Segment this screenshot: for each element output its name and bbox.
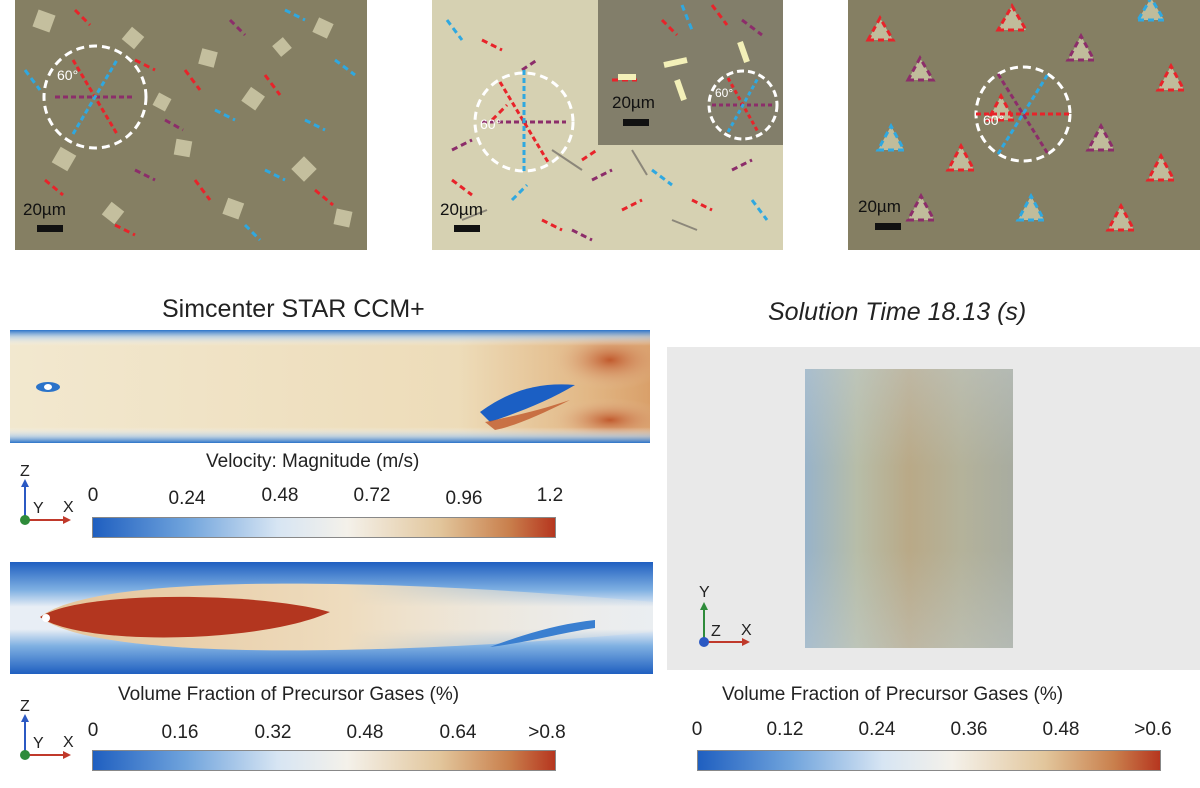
angle-label: 60° (57, 67, 79, 83)
axis-triad-velocity (15, 465, 75, 527)
velocity-colorbar (92, 517, 556, 538)
axis-label-z: Z (20, 463, 30, 480)
fraction-right-tick-3: 0.36 (950, 719, 988, 740)
fraction-right-tick-4: 0.48 (1042, 719, 1080, 740)
axis-triad-fraction-icon (20, 714, 71, 760)
substrate-fraction-overlay (805, 369, 1013, 648)
axis-label-x: X (63, 499, 74, 516)
axis-label-y: Y (33, 735, 44, 752)
fraction-left-tick-3: 0.48 (346, 722, 384, 743)
micrograph-3-image (848, 0, 1200, 250)
scale-bar (875, 223, 901, 230)
axis-label-x: X (63, 734, 74, 751)
axis-label-z: Z (20, 698, 30, 715)
velocity-colorbar-label: Velocity: Magnitude (m/s) (206, 451, 420, 472)
fraction-colorbar-left (92, 750, 556, 771)
scale-label: 20µm (440, 200, 483, 219)
fraction-right-tick-5: >0.6 (1134, 719, 1172, 740)
fraction-right-tick-1: 0.12 (766, 719, 804, 740)
micrograph-square-flakes: 60° 20µm (15, 0, 367, 250)
axis-label-y: Y (699, 584, 710, 601)
fraction-left-tick-0: 0 (87, 720, 99, 741)
velocity-tick-2: 0.48 (261, 485, 299, 506)
fraction-left-tick-2: 0.32 (254, 722, 292, 743)
scale-label: 20µm (23, 200, 66, 219)
fraction-right-tick-0: 0 (691, 719, 703, 740)
axis-triad-fraction (15, 700, 75, 762)
substrate-view-panel (667, 347, 1200, 670)
micrograph-ribbon-flakes: 60° 60° 20µm 20µm (432, 0, 783, 250)
inset-angle-label: 60° (715, 86, 734, 100)
fraction-left-tick-1: 0.16 (161, 722, 199, 743)
scale-bar (454, 225, 480, 232)
micrograph-2-image (432, 0, 783, 250)
fraction-colorbar-right (697, 750, 1161, 771)
velocity-tick-3: 0.72 (353, 485, 391, 506)
fraction-colorbar-label-left: Volume Fraction of Precursor Gases (%) (118, 684, 460, 705)
axis-label-x: X (741, 622, 752, 639)
angle-label: 60° (983, 112, 1005, 128)
angle-label: 60° (480, 116, 502, 132)
velocity-field-image (10, 330, 670, 443)
axis-triad-substrate (692, 590, 754, 652)
fraction-left-tick-4: 0.64 (439, 722, 477, 743)
substrate-fraction-map (805, 369, 1013, 648)
fraction-field-image (10, 562, 653, 674)
velocity-field-plot (10, 330, 670, 443)
axis-triad-velocity-icon (20, 479, 71, 525)
velocity-tick-0: 0 (87, 485, 99, 506)
inset-scale-label: 20µm (612, 93, 655, 112)
axis-label-y: Y (33, 500, 44, 517)
fraction-field-plot (10, 562, 653, 674)
scale-label: 20µm (858, 197, 901, 216)
inset-scale-bar (623, 119, 649, 126)
velocity-tick-4: 0.96 (445, 488, 483, 509)
simulation-title: Simcenter STAR CCM+ (162, 295, 425, 323)
fraction-colorbar-label-right: Volume Fraction of Precursor Gases (%) (722, 684, 1064, 705)
fraction-left-tick-5: >0.8 (528, 722, 566, 743)
micrograph-1-image (15, 0, 367, 250)
axis-label-z: Z (711, 623, 721, 640)
axis-triad-substrate-icon (699, 602, 750, 647)
velocity-tick-1: 0.24 (168, 488, 206, 509)
scale-bar (37, 225, 63, 232)
fraction-right-tick-2: 0.24 (858, 719, 896, 740)
micrograph-triangle-flakes: 60° 20µm (848, 0, 1200, 250)
solution-time-title: Solution Time 18.13 (s) (768, 298, 1027, 326)
velocity-tick-5: 1.2 (536, 485, 564, 506)
